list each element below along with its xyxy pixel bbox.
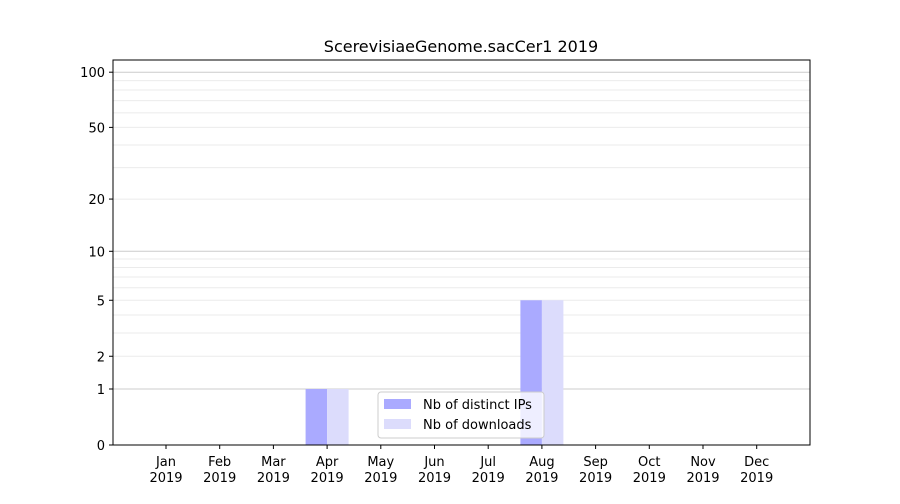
legend-swatch (384, 419, 411, 429)
x-tick-label: Jul 2019 (472, 455, 505, 486)
x-tick-label: Aug 2019 (525, 455, 558, 486)
x-tick-label: Oct 2019 (633, 455, 666, 486)
x-tick-label: May 2019 (364, 455, 397, 486)
bar-downloads (541, 300, 564, 445)
plot-frame (112, 59, 811, 446)
y-tick-label: 0 (97, 439, 105, 454)
x-tick-label: Sep 2019 (579, 455, 612, 486)
bar-distinct-ips (305, 389, 328, 445)
y-tick-label: 20 (88, 193, 105, 208)
y-tick-label: 10 (88, 245, 105, 260)
bar-downloads (327, 389, 349, 445)
y-tick-label: 100 (80, 66, 105, 81)
x-tick-label: Jun 2019 (418, 455, 451, 486)
legend-box (377, 391, 545, 439)
y-tick-label: 5 (97, 294, 105, 309)
x-tick-label: Apr 2019 (311, 455, 344, 486)
chart-title: ScerevisiaeGenome.sacCer1 2019 (324, 37, 598, 56)
x-tick-label: Jan 2019 (149, 455, 182, 486)
x-tick-label: Feb 2019 (203, 455, 236, 486)
legend: Nb of distinct IPs Nb of downloads (377, 391, 545, 439)
y-tick-label: 1 (97, 383, 105, 398)
legend-swatch (384, 399, 411, 409)
legend-label: Nb of downloads (423, 418, 532, 433)
x-tick-label: Dec 2019 (740, 455, 773, 486)
y-tick-label: 50 (88, 121, 105, 136)
x-tick-label: Nov 2019 (686, 455, 719, 486)
y-tick-label: 2 (97, 350, 105, 365)
x-tick-label: Mar 2019 (257, 455, 290, 486)
legend-label: Nb of distinct IPs (423, 398, 532, 413)
